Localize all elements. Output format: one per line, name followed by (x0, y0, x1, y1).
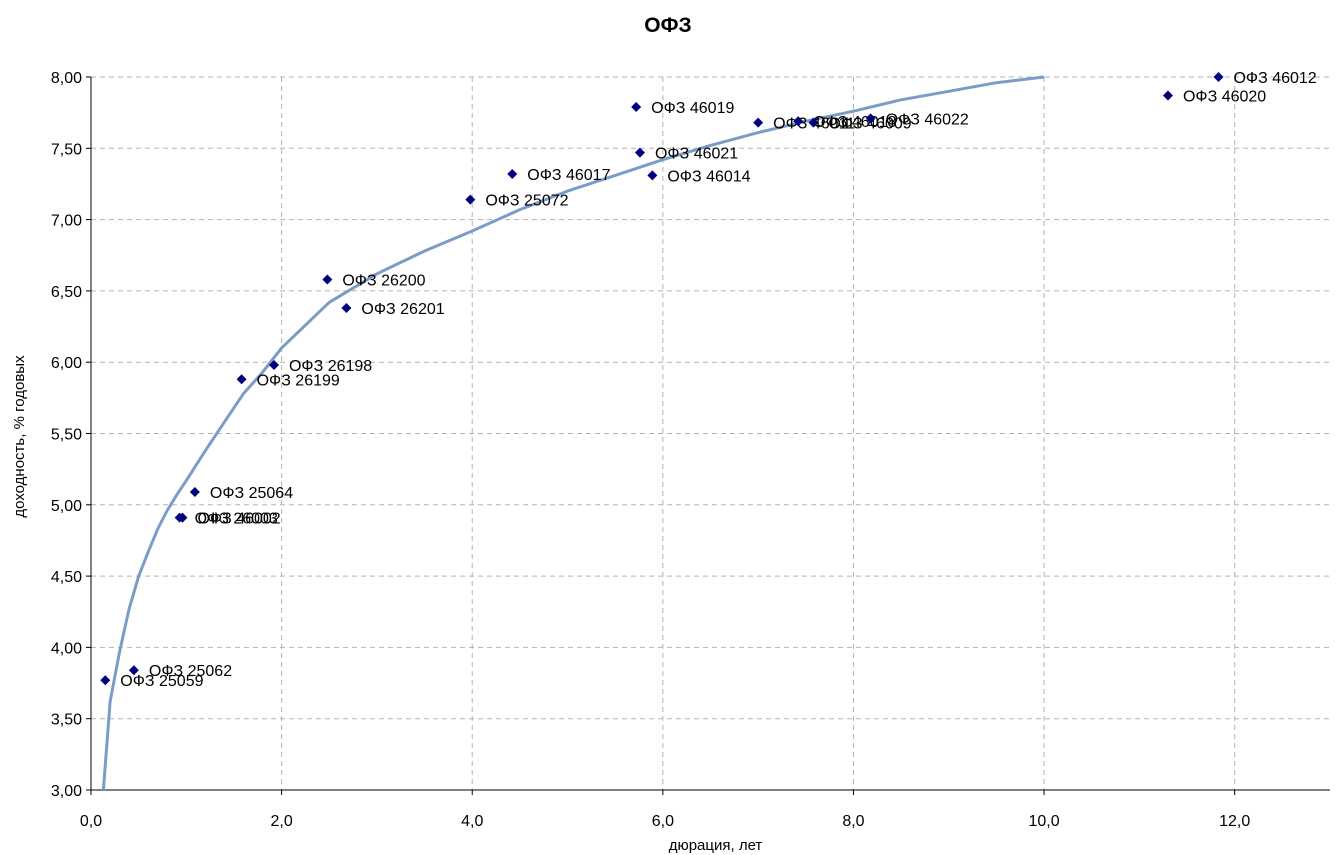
y-tick-label: 4,50 (51, 569, 82, 586)
data-point (465, 194, 476, 205)
data-point-label: ОФЗ 25072 (485, 193, 568, 210)
x-tick-label: 4,0 (461, 813, 483, 830)
y-tick-label: 7,00 (51, 213, 82, 230)
data-point-label: ОФЗ 25059 (120, 673, 203, 690)
data-point (793, 116, 804, 127)
x-tick-label: 2,0 (270, 813, 292, 830)
data-point-label: ОФЗ 26200 (342, 272, 425, 289)
data-point (236, 374, 247, 385)
data-point-label: ОФЗ 26199 (257, 372, 340, 389)
data-point (1213, 72, 1224, 82)
data-point-label: ОФЗ 26201 (361, 301, 444, 318)
y-tick-label: 8,00 (51, 70, 82, 87)
data-point-label: ОФЗ 46019 (651, 100, 734, 117)
y-tick-label: 3,00 (51, 783, 82, 800)
data-point-label: ОФЗ 46021 (655, 146, 738, 163)
y-tick-label: 5,50 (51, 427, 82, 444)
data-point-label: ОФЗ 46018 (813, 114, 896, 131)
x-axis-label: дюрация, лет (669, 837, 763, 854)
data-point (268, 360, 279, 371)
data-point (753, 117, 764, 128)
data-point-label: ОФЗ 46014 (667, 168, 750, 185)
data-point-label: ОФЗ 25064 (210, 485, 293, 502)
x-tick-label: 0,0 (80, 813, 102, 830)
data-point-label: ОФЗ 26003 (195, 511, 278, 528)
data-point (631, 101, 642, 112)
x-tick-label: 8,0 (842, 813, 864, 830)
data-point (647, 170, 658, 181)
chart-title: ОФЗ (644, 14, 692, 37)
y-tick-label: 6,50 (51, 284, 82, 301)
data-point-label: ОФЗ 25062 (149, 663, 232, 680)
data-point-label: ОФЗ 46009 (828, 116, 911, 133)
data-point-label: ОФЗ 46017 (527, 167, 610, 184)
data-point (128, 665, 139, 676)
y-axis-label: доходность, % годовых (11, 355, 28, 518)
grid-lines (91, 76, 1330, 790)
data-point-label: ОФЗ 46002 (197, 511, 280, 528)
data-point-label: ОФЗ 26198 (289, 358, 372, 375)
data-point (808, 117, 819, 128)
x-tick-label: 10,0 (1029, 813, 1060, 830)
trend-line-layer (101, 75, 1045, 791)
x-tick-label: 6,0 (652, 813, 674, 830)
x-tick-label: 12,0 (1219, 813, 1250, 830)
trend-line (101, 75, 1045, 791)
data-point (100, 675, 111, 686)
y-tick-label: 6,00 (51, 355, 82, 372)
data-point (177, 512, 188, 523)
y-tick-label: 4,00 (51, 640, 82, 657)
data-point-label: ОФЗ 46020 (1183, 89, 1266, 106)
data-point (1162, 90, 1173, 101)
data-point-label: ОФЗ 46012 (1233, 70, 1316, 87)
data-point (341, 303, 352, 314)
data-point (189, 486, 200, 497)
data-point-label: ОФЗ 46022 (886, 111, 969, 128)
data-point (865, 113, 876, 124)
data-point (634, 147, 645, 158)
y-tick-label: 3,50 (51, 712, 82, 729)
y-tick-label: 5,00 (51, 498, 82, 515)
data-point (507, 168, 518, 179)
axes: 3,00 3,50 4,00 4,50 5,00 5,50 6,00 6,50 7,00 7,50… (51, 70, 1330, 830)
y-tick-label: 7,50 (51, 141, 82, 158)
data-point (322, 274, 333, 285)
